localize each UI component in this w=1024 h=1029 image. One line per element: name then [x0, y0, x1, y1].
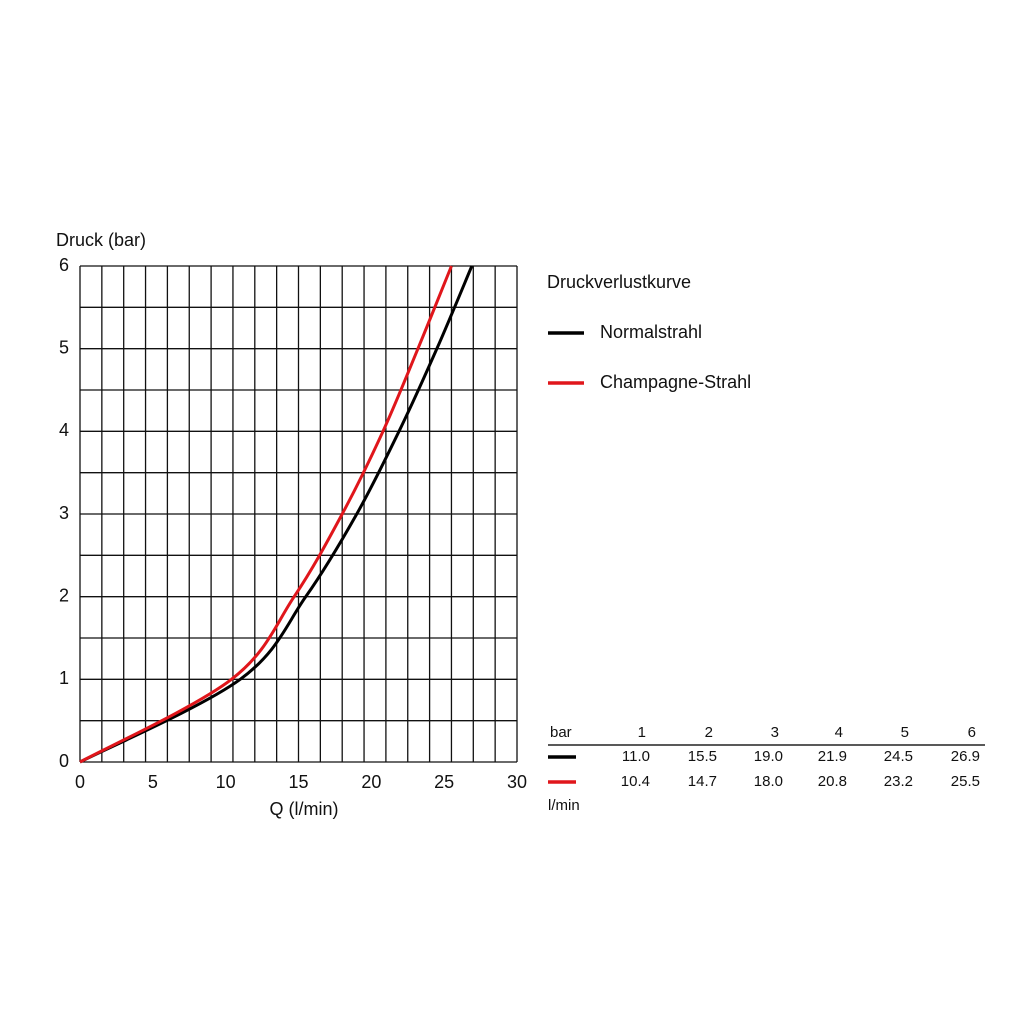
table-unit: bar — [550, 724, 572, 741]
y-tick-label: 1 — [59, 668, 69, 688]
table-cell: 10.4 — [621, 773, 650, 790]
x-tick-label: 0 — [75, 772, 85, 792]
y-tick-label: 4 — [59, 420, 69, 440]
x-tick-label: 10 — [216, 772, 236, 792]
x-tick-label: 25 — [434, 772, 454, 792]
table-cell: 24.5 — [884, 748, 913, 765]
x-tick-label: 15 — [288, 772, 308, 792]
table-cell: 26.9 — [951, 748, 980, 765]
series-line — [79, 265, 474, 764]
table-footer: l/min — [548, 797, 580, 814]
table-cell: 20.8 — [818, 773, 847, 790]
legend-label: Normalstrahl — [600, 322, 702, 342]
x-axis-label: Q (l/min) — [270, 799, 339, 819]
series-line — [79, 265, 453, 764]
legend-label: Champagne-Strahl — [600, 372, 751, 392]
y-tick-label: 2 — [59, 585, 69, 605]
table-cell: 18.0 — [754, 773, 783, 790]
table-header: 2 — [705, 724, 713, 741]
y-tick-label: 3 — [59, 503, 69, 523]
table-cell: 25.5 — [951, 773, 980, 790]
table-cell: 19.0 — [754, 748, 783, 765]
table-header: 4 — [835, 724, 843, 741]
table-header: 5 — [901, 724, 909, 741]
table-header: 1 — [638, 724, 646, 741]
table-header: 3 — [771, 724, 779, 741]
x-tick-label: 30 — [507, 772, 527, 792]
y-tick-label: 5 — [59, 337, 69, 357]
table-cell: 11.0 — [622, 748, 650, 765]
x-tick-label: 5 — [148, 772, 158, 792]
table-cell: 14.7 — [688, 773, 717, 790]
y-tick-label: 0 — [59, 751, 69, 771]
table-header: 6 — [968, 724, 976, 741]
legend-title: Druckverlustkurve — [547, 272, 691, 292]
y-tick-label: 6 — [59, 255, 69, 275]
y-axis-label: Druck (bar) — [56, 230, 146, 250]
table-cell: 21.9 — [818, 748, 847, 765]
x-tick-label: 20 — [361, 772, 381, 792]
table-cell: 23.2 — [884, 773, 913, 790]
table-cell: 15.5 — [688, 748, 717, 765]
